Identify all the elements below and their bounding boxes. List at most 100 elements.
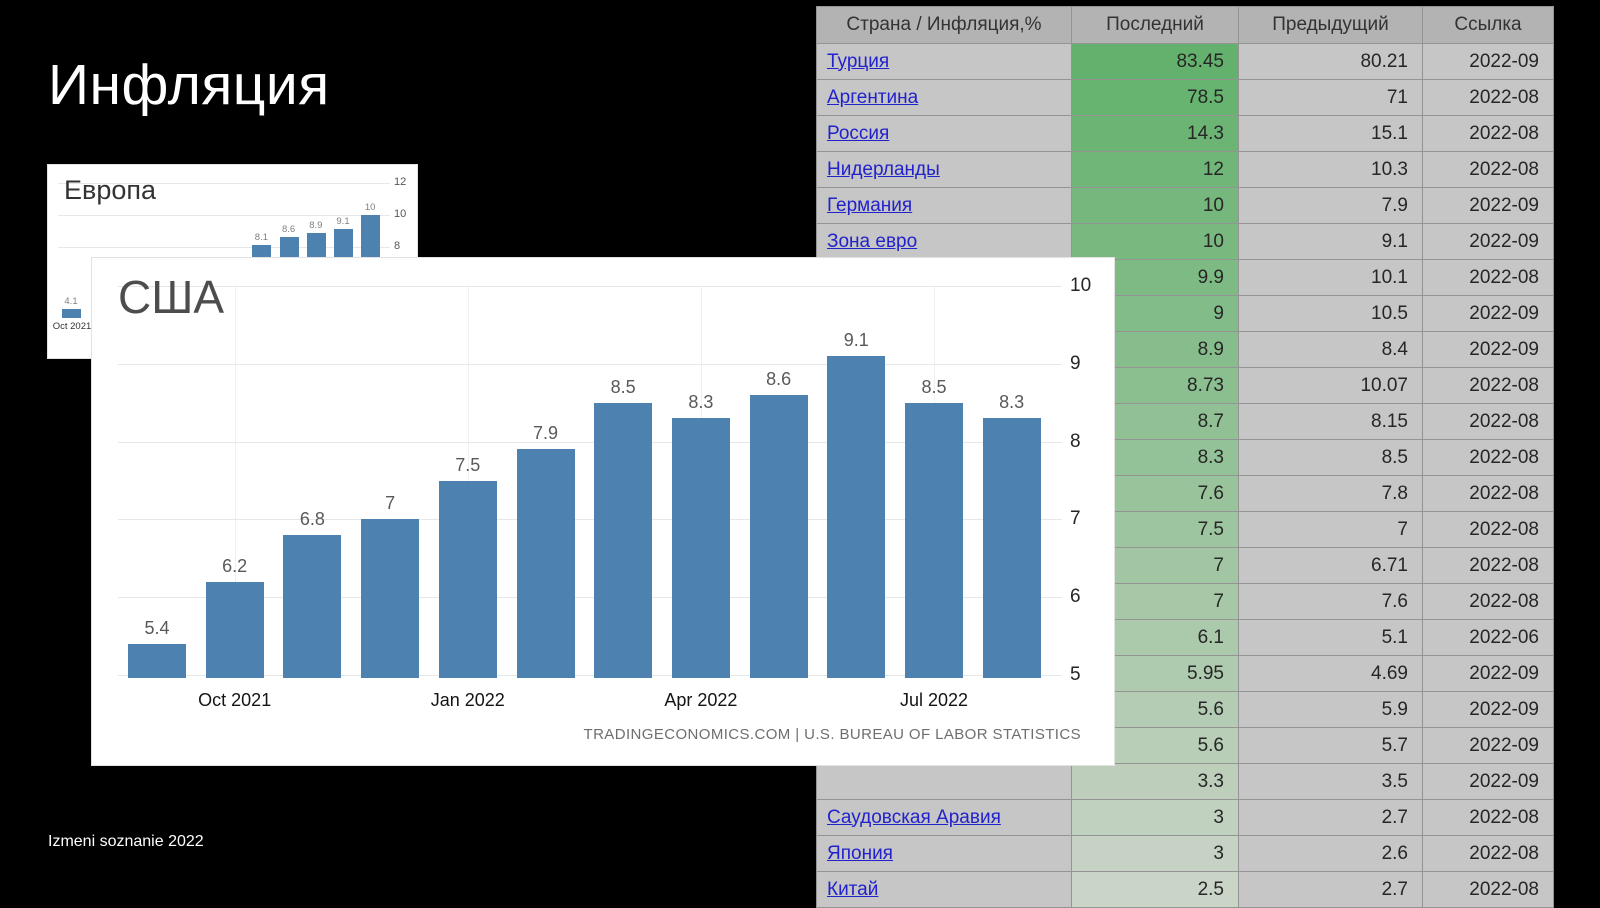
table-row: Китай 2.5 2.7 2022-08 <box>816 871 1554 908</box>
horizontal-gridline <box>58 183 390 184</box>
country-link[interactable]: Россия <box>827 122 890 144</box>
slide-footer: Izmeni soznanie 2022 <box>48 833 204 850</box>
table-row: Саудовская Аравия 3 2.7 2022-08 <box>816 799 1554 836</box>
usa-bar <box>516 449 575 678</box>
reference-date-cell: 2022-08 <box>1422 403 1554 440</box>
reference-date-cell: 2022-08 <box>1422 115 1554 152</box>
reference-date-cell: 2022-08 <box>1422 799 1554 836</box>
table-row: Япония 3 2.6 2022-08 <box>816 835 1554 872</box>
country-cell: Нидерланды <box>816 151 1072 188</box>
country-cell: Турция <box>816 43 1072 80</box>
usa-bar <box>749 394 808 678</box>
bar-value-label: 8.1 <box>254 232 268 244</box>
reference-date-cell: 2022-09 <box>1422 727 1554 764</box>
previous-value-cell: 10.1 <box>1238 259 1423 296</box>
reference-date-cell: 2022-09 <box>1422 43 1554 80</box>
country-link[interactable]: Зона евро <box>827 230 918 252</box>
previous-value-cell: 71 <box>1238 79 1423 116</box>
country-cell <box>816 763 1072 800</box>
previous-value-cell: 7 <box>1238 511 1423 548</box>
y-axis-tick-label: 10 <box>394 208 407 220</box>
bar-value-label: 9.1 <box>336 216 350 228</box>
latest-value-cell: 10 <box>1071 187 1239 224</box>
y-axis-tick-label: 10 <box>1070 275 1092 296</box>
previous-value-cell: 4.69 <box>1238 655 1423 692</box>
bar-value-label: 10 <box>364 202 376 213</box>
country-cell: Зона евро <box>816 223 1072 260</box>
previous-value-cell: 7.9 <box>1238 187 1423 224</box>
y-axis-tick-label: 5 <box>1070 664 1081 685</box>
reference-date-cell: 2022-09 <box>1422 691 1554 728</box>
usa-bar <box>905 402 963 678</box>
usa-bar <box>671 418 730 678</box>
horizontal-gridline <box>118 286 1062 287</box>
bar-value-label: 7.9 <box>532 423 559 444</box>
table-row: Аргентина 78.5 71 2022-08 <box>816 79 1554 116</box>
europe-bar <box>62 309 81 318</box>
reference-date-cell: 2022-08 <box>1422 547 1554 584</box>
previous-value-cell: 6.71 <box>1238 547 1423 584</box>
country-link[interactable]: Япония <box>827 842 893 864</box>
country-link[interactable]: Аргентина <box>827 86 919 108</box>
country-cell: Япония <box>816 835 1072 872</box>
previous-value-cell: 15.1 <box>1238 115 1423 152</box>
table-row: Нидерланды 12 10.3 2022-08 <box>816 151 1554 188</box>
usa-bar <box>283 534 342 678</box>
bar-value-label: 9.1 <box>843 330 869 350</box>
table-header-row: Страна / Инфляция,% Последний Предыдущий Сс… <box>816 6 1554 44</box>
reference-date-cell: 2022-08 <box>1422 367 1554 404</box>
reference-date-cell: 2022-08 <box>1422 583 1554 620</box>
country-cell: Германия <box>816 187 1072 224</box>
horizontal-gridline <box>118 441 1062 443</box>
table-row: 3.3 3.5 2022-09 <box>816 763 1554 800</box>
reference-date-cell: 2022-09 <box>1422 295 1554 332</box>
country-link[interactable]: Германия <box>827 194 913 216</box>
y-axis-tick-label: 12 <box>394 176 407 188</box>
horizontal-gridline <box>118 675 1062 676</box>
country-link[interactable]: Саудовская Аравия <box>827 806 1001 828</box>
column-header-2: Предыдущий <box>1238 6 1423 44</box>
usa-bar <box>594 402 653 678</box>
y-axis-tick-label: 7 <box>1070 508 1081 530</box>
reference-date-cell: 2022-08 <box>1422 871 1554 908</box>
reference-date-cell: 2022-06 <box>1422 619 1554 656</box>
y-axis-tick-label: 8 <box>1070 430 1081 452</box>
previous-value-cell: 5.1 <box>1238 619 1423 656</box>
bar-value-label: 5.4 <box>144 617 170 638</box>
latest-value-cell: 10 <box>1071 223 1239 260</box>
country-link[interactable]: Китай <box>827 878 879 900</box>
previous-value-cell: 5.7 <box>1238 727 1423 764</box>
reference-date-cell: 2022-09 <box>1422 187 1554 224</box>
reference-date-cell: 2022-08 <box>1422 151 1554 188</box>
bar-value-label: 8.5 <box>610 376 636 397</box>
country-cell: Россия <box>816 115 1072 152</box>
reference-date-cell: 2022-08 <box>1422 259 1554 296</box>
previous-value-cell: 80.21 <box>1238 43 1423 80</box>
column-header-0: Страна / Инфляция,% <box>816 6 1072 44</box>
y-axis-tick-label: 8 <box>394 240 401 252</box>
previous-value-cell: 3.5 <box>1238 763 1423 800</box>
previous-value-cell: 10.07 <box>1238 367 1423 404</box>
previous-value-cell: 2.7 <box>1238 799 1423 836</box>
bar-value-label: 8.9 <box>309 219 323 231</box>
latest-value-cell: 12 <box>1071 151 1239 188</box>
usa-bar <box>361 519 420 678</box>
slide-title: Инфляция <box>48 53 330 117</box>
latest-value-cell: 83.45 <box>1071 43 1239 80</box>
latest-value-cell: 14.3 <box>1071 115 1239 152</box>
reference-date-cell: 2022-09 <box>1422 655 1554 692</box>
reference-date-cell: 2022-08 <box>1422 511 1554 548</box>
previous-value-cell: 7.8 <box>1238 475 1423 512</box>
latest-value-cell: 3 <box>1071 799 1239 836</box>
table-row: Турция 83.45 80.21 2022-09 <box>816 43 1554 80</box>
x-axis-tick-label: Jan 2022 <box>430 690 505 710</box>
previous-value-cell: 7.6 <box>1238 583 1423 620</box>
previous-value-cell: 8.4 <box>1238 331 1423 368</box>
table-row: Россия 14.3 15.1 2022-08 <box>816 115 1554 152</box>
horizontal-gridline <box>118 363 1062 365</box>
previous-value-cell: 2.7 <box>1238 871 1423 908</box>
usa-bar <box>205 581 264 678</box>
country-link[interactable]: Турция <box>827 50 890 72</box>
country-link[interactable]: Нидерланды <box>827 158 940 180</box>
usa-bar <box>438 480 497 678</box>
